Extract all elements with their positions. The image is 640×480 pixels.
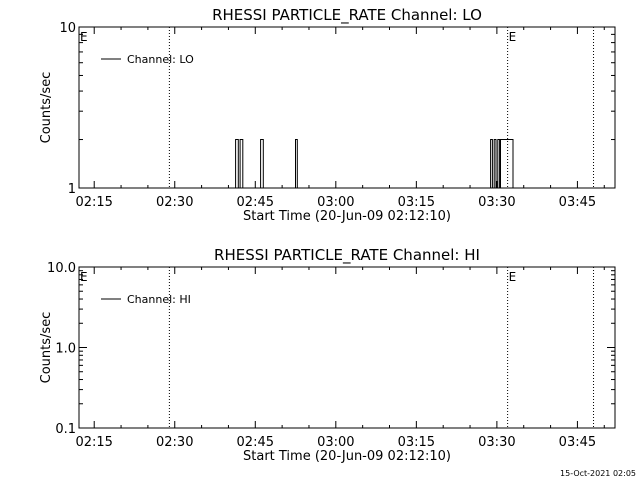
legend-entry: Channel: HI	[127, 293, 191, 306]
x-tick-label: 03:30	[478, 195, 515, 210]
x-tick-label: 03:45	[559, 195, 596, 210]
x-tick-label: 02:15	[75, 195, 112, 210]
y-tick-label: 0.1	[55, 422, 76, 437]
y-tick-label: 1.0	[55, 342, 76, 357]
x-tick-label: 03:00	[317, 435, 354, 450]
lo-channel-panel: RHESSI PARTICLE_RATE Channel: LO 02:15 02:…	[39, 6, 616, 224]
hi-channel-panel: RHESSI PARTICLE_RATE Channel: HI 02:15 02:…	[39, 246, 616, 464]
event-marker-label: E	[509, 30, 517, 44]
y-axis-label: Counts/sec	[39, 72, 54, 144]
event-marker-label: E	[80, 30, 88, 44]
x-tick-label: 03:45	[559, 435, 596, 450]
x-axis-label: Start Time (20-Jun-09 02:12:10)	[243, 209, 451, 224]
plot-frame	[78, 266, 616, 429]
footer-timestamp: 15-Oct-2021 02:05	[560, 469, 636, 478]
y-tick-label: 1	[68, 182, 76, 197]
series-line-lo	[83, 139, 514, 189]
x-tick-label: 03:15	[398, 195, 435, 210]
chart-title: RHESSI PARTICLE_RATE Channel: LO	[212, 6, 482, 25]
chart-title: RHESSI PARTICLE_RATE Channel: HI	[214, 246, 480, 265]
legend-entry: Channel: LO	[127, 53, 194, 66]
x-tick-label: 02:30	[156, 435, 193, 450]
y-tick-label: 10.0	[47, 261, 76, 276]
plot-frame	[78, 26, 616, 189]
event-marker-label: E	[509, 270, 517, 284]
x-tick-label: 03:30	[478, 435, 515, 450]
event-marker-label: E	[80, 270, 88, 284]
x-axis-label: Start Time (20-Jun-09 02:12:10)	[243, 449, 451, 464]
x-tick-label: 02:30	[156, 195, 193, 210]
y-tick-label: 10	[59, 21, 76, 36]
x-tick-label: 03:15	[398, 435, 435, 450]
x-tick-label: 03:00	[317, 195, 354, 210]
y-axis-label: Counts/sec	[39, 312, 54, 384]
x-tick-label: 02:15	[75, 435, 112, 450]
x-tick-label: 02:45	[237, 195, 274, 210]
x-tick-label: 02:45	[237, 435, 274, 450]
